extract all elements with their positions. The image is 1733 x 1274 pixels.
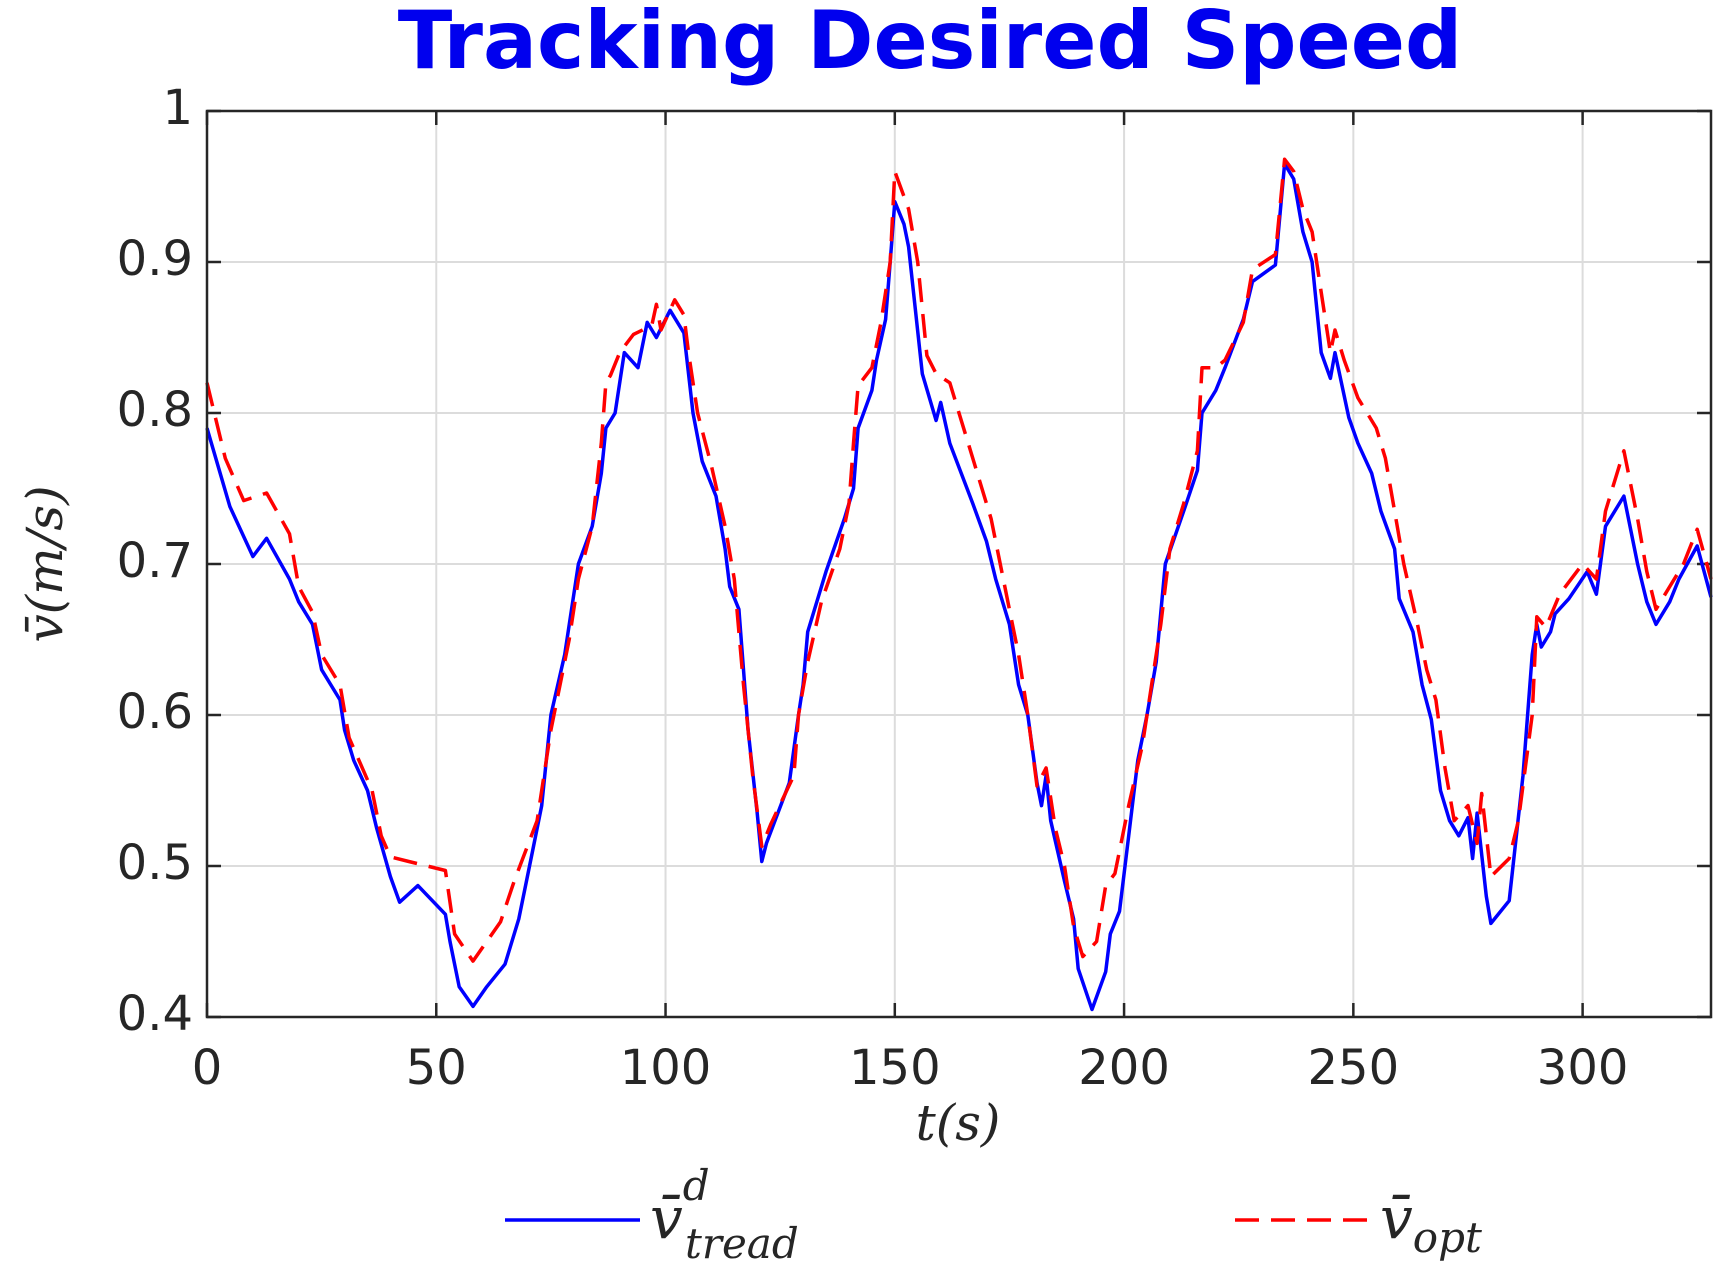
legend: v̄d tread v̄opt bbox=[505, 1161, 1482, 1268]
x-tick-label: 0 bbox=[192, 1040, 223, 1096]
legend-superscript: d bbox=[683, 1161, 710, 1210]
x-axis-label: t(s) bbox=[916, 1094, 1001, 1152]
y-axis-label: v̄(m/s) bbox=[16, 485, 74, 642]
x-tick-label: 150 bbox=[849, 1040, 941, 1096]
y-tick-label: 0.6 bbox=[117, 684, 193, 740]
legend-name: v̄ bbox=[650, 1184, 683, 1252]
x-tick-label: 300 bbox=[1537, 1040, 1629, 1096]
y-tick-label: 0.7 bbox=[117, 533, 193, 589]
y-tick-label: 1 bbox=[162, 80, 193, 136]
series-line bbox=[205, 162, 1713, 1012]
x-tick-label: 50 bbox=[406, 1040, 467, 1096]
axes-box bbox=[205, 109, 1713, 1019]
legend-name: v̄ bbox=[1380, 1184, 1413, 1252]
x-tick-label: 200 bbox=[1078, 1040, 1170, 1096]
y-tick-label: 0.5 bbox=[117, 835, 193, 891]
series-line bbox=[205, 157, 1713, 963]
chart-title: Tracking Desired Speed bbox=[398, 0, 1463, 87]
y-tick-label: 0.4 bbox=[117, 986, 193, 1042]
legend-subscript: opt bbox=[1413, 1213, 1482, 1262]
legend-label: v̄opt bbox=[1380, 1184, 1482, 1262]
y-tick-label: 0.9 bbox=[117, 231, 193, 287]
legend-label: v̄d tread bbox=[650, 1161, 799, 1268]
x-tick-label: 250 bbox=[1308, 1040, 1400, 1096]
x-tick-label: 100 bbox=[620, 1040, 712, 1096]
y-tick-label: 0.8 bbox=[117, 382, 193, 438]
legend-subscript: tread bbox=[685, 1219, 799, 1268]
